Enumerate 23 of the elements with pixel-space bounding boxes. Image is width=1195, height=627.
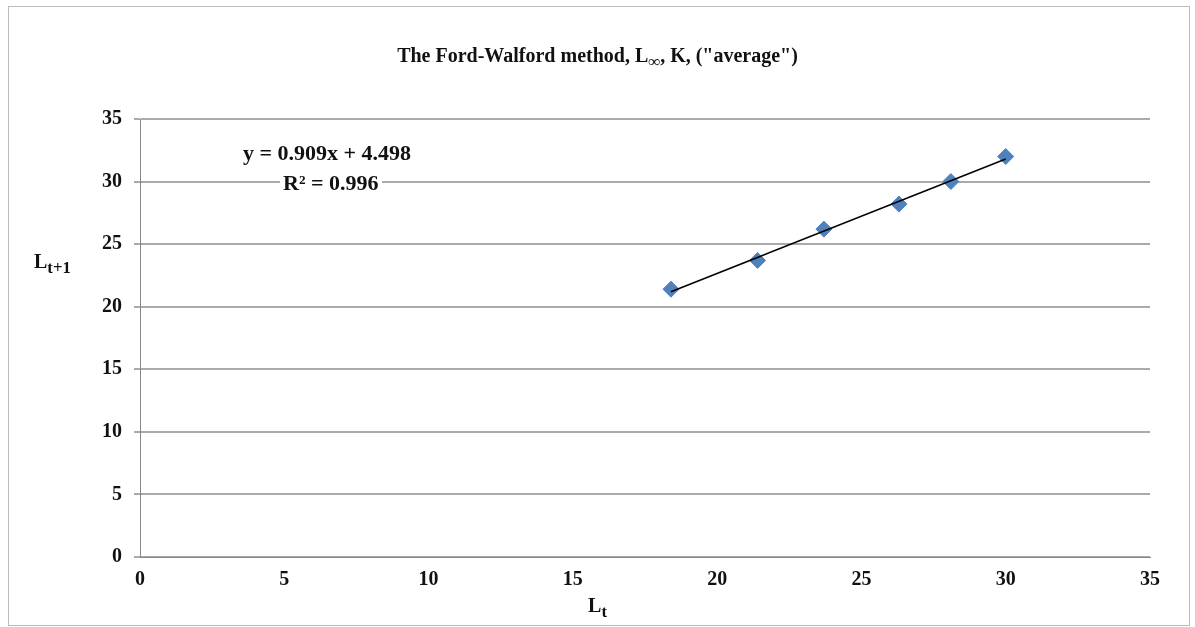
annotation: R² = 0.996 xyxy=(280,170,382,196)
x-tick-label: 30 xyxy=(995,567,1016,590)
x-tick-label: 10 xyxy=(418,567,439,590)
y-tick-label: 10 xyxy=(102,419,122,442)
y-tick-label: 5 xyxy=(112,481,122,504)
y-tick-label: 0 xyxy=(112,544,122,567)
x-tick-label: 0 xyxy=(135,567,145,590)
y-tick-label: 15 xyxy=(102,356,122,379)
x-tick-label: 5 xyxy=(279,567,290,590)
y-axis-title: L$_{t+1}$ xyxy=(34,250,71,278)
point xyxy=(662,280,680,298)
annotation: y = 0.909x + 4.498 xyxy=(240,140,415,166)
y-tick-label: 35 xyxy=(102,106,122,129)
x-tick-label: 35 xyxy=(1140,567,1160,590)
point xyxy=(997,148,1015,166)
y-tick-label: 30 xyxy=(102,168,122,191)
chart-title: The Ford-Walford method, L$_{∞}$, K, ("average") xyxy=(396,44,799,72)
y-tick-label: 25 xyxy=(102,231,122,254)
x-tick-label: 20 xyxy=(707,567,728,590)
x-tick-label: 25 xyxy=(851,567,872,590)
x-axis-title: L$_{t}$ xyxy=(587,594,608,622)
y-tick-label: 20 xyxy=(102,293,122,316)
x-tick-label: 15 xyxy=(562,567,583,590)
